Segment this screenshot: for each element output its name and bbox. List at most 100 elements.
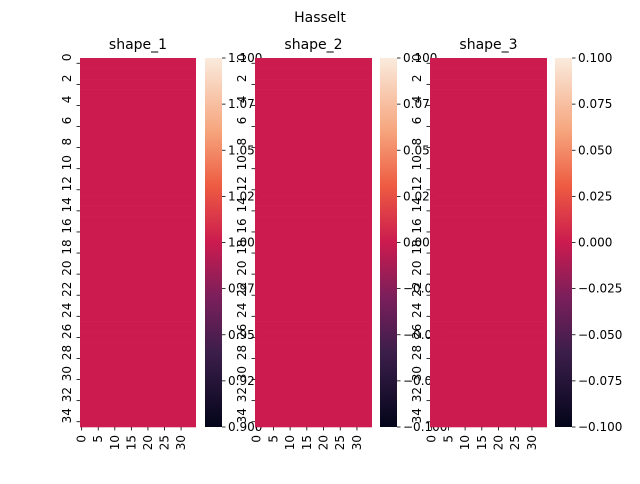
panel-2-y-tick-label: 22: [235, 282, 249, 297]
panel-1-heatmap-row-10: [80, 163, 196, 175]
panel-3-y-tick-label: 8: [410, 138, 424, 146]
panel-3-heatmap-row-17: [430, 237, 547, 249]
panel-3-y-tick-label: 0: [410, 53, 424, 61]
panel-1-y-tick-label: 34: [60, 408, 74, 423]
panel-1-y-tick-label: 6: [60, 117, 74, 125]
panel-2-heatmap-row-33: [255, 405, 372, 417]
panel-1-heatmap-row-25: [80, 321, 196, 333]
panel-2-y-tick-label: 28: [235, 345, 249, 360]
panel-1-heatmap-row-21: [80, 279, 196, 291]
panel-1-heatmap-row-31: [80, 384, 196, 396]
panel-2-heatmap-row-12: [255, 184, 372, 196]
panel-3-heatmap-row-26: [430, 332, 547, 343]
panel-3-heatmap-row-24: [430, 311, 547, 322]
panel-3-y-tick-label: 24: [410, 303, 424, 318]
panel-1-y-tick-label: 12: [60, 176, 74, 191]
panel-3-heatmap-row-13: [430, 195, 547, 206]
panel-3-heatmap-row-18: [430, 247, 547, 259]
panel-3-heatmap-row-14: [430, 205, 547, 217]
panel-3-colorbar-tick-label: −0.050: [578, 328, 622, 342]
panel-1-colorbar-tick-label: 1.025: [228, 189, 262, 203]
panel-1-heatmap-row-2: [80, 79, 196, 90]
panel-2-heatmap-row-16: [255, 226, 372, 238]
panel-1-y-tick-label: 30: [60, 366, 74, 381]
panel-2-y-tick-label: 30: [235, 366, 249, 381]
panel-2-y-tick-label: 16: [235, 218, 249, 233]
panel-3-x-tick-label: 10: [458, 435, 472, 450]
panel-2-heatmap-row-29: [255, 363, 372, 375]
panel-1-heatmap-row-23: [80, 300, 196, 312]
panel-2-heatmap-row-11: [255, 173, 372, 185]
panel-1-heatmap-row-7: [80, 131, 196, 143]
panel-2-title: shape_2: [284, 37, 342, 53]
panel-2-y-tick-label: 2: [235, 75, 249, 83]
figure-suptitle: Hasselt: [294, 10, 346, 26]
panel-3-heatmap-row-0: [430, 58, 547, 69]
panel-1-heatmap-row-4: [80, 100, 196, 112]
panel-2-y-tick-label: 34: [235, 408, 249, 423]
panel-2-x-tick-label: 15: [300, 435, 314, 450]
panel-2-x-tick-label: 25: [333, 435, 347, 450]
panel-2-x-tick-label: 5: [266, 435, 280, 443]
panel-1-heatmap-row-9: [80, 152, 196, 164]
panel-2-heatmap-row-2: [255, 79, 372, 90]
panel-1-y-tick-label: 20: [60, 260, 74, 275]
panel-1-heatmap-row-32: [80, 395, 196, 407]
panel-3-heatmap-row-8: [430, 142, 547, 154]
panel-3-x-tick-label: 20: [492, 435, 506, 450]
panel-2-heatmap-row-23: [255, 300, 372, 312]
panel-1-colorbar-tick-label: 1.075: [228, 97, 262, 111]
panel-1-heatmap-row-15: [80, 216, 196, 227]
panel-2-heatmap-row-25: [255, 321, 372, 333]
panel-3-heatmap-row-10: [430, 163, 547, 175]
panel-2-y-tick-label: 18: [235, 239, 249, 254]
panel-1-y-tick-label: 24: [60, 303, 74, 318]
panel-1-y-tick-label: 18: [60, 239, 74, 254]
panel-1-heatmap-row-19: [80, 258, 196, 270]
panel-1-heatmap-row-3: [80, 89, 196, 101]
panel-3-heatmap-row-7: [430, 131, 547, 143]
panel-1-colorbar-tick-label: 0.975: [228, 282, 262, 296]
panel-2-colorbar-tick-label: 0.025: [403, 189, 437, 203]
panel-3-title: shape_3: [459, 37, 517, 53]
panel-2-heatmap-row-26: [255, 332, 372, 343]
panel-2-y-tick-label: 8: [235, 138, 249, 146]
panel-2-x-tick-label: 10: [283, 435, 297, 450]
panel-3-heatmap-row-28: [430, 353, 547, 365]
panel-1-heatmap-row-34: [80, 416, 196, 428]
panel-3-heatmap-row-3: [430, 89, 547, 101]
panel-1-colorbar-tick-label: 0.900: [228, 420, 262, 434]
panel-3-colorbar-tick-label: 0.050: [578, 143, 612, 157]
panel-1-x-tick-label: 0: [75, 435, 89, 443]
panel-2-heatmap-row-1: [255, 68, 372, 80]
panel-2-heatmap-row-3: [255, 89, 372, 101]
panel-3-y-tick-label: 22: [410, 282, 424, 297]
panel-3-heatmap-row-11: [430, 173, 547, 185]
panel-1-heatmap-row-29: [80, 363, 196, 375]
panel-1-heatmap-row-30: [80, 374, 196, 386]
panel-2-heatmap-row-17: [255, 237, 372, 249]
panel-3-y-tick-label: 12: [410, 176, 424, 191]
panel-3-y-tick-label: 2: [410, 75, 424, 83]
panel-1-heatmap-row-20: [80, 268, 196, 280]
panel-1-x-tick-label: 30: [174, 435, 188, 450]
panel-2-heatmap-row-7: [255, 131, 372, 143]
panel-3-colorbar-tick-label: 0.075: [578, 97, 612, 111]
panel-1-x-tick-label: 10: [108, 435, 122, 450]
panel-1-y-tick-label: 8: [60, 138, 74, 146]
panel-2-y-tick-label: 10: [235, 155, 249, 170]
panel-1-heatmap-row-1: [80, 68, 196, 80]
panel-1-heatmap-row-16: [80, 226, 196, 238]
panel-2-x-tick-label: 0: [250, 435, 264, 443]
panel-2-heatmap-row-34: [255, 416, 372, 428]
panel-1-y-tick-label: 26: [60, 324, 74, 339]
panel-3-colorbar-tick-label: 0.100: [578, 51, 612, 65]
panel-3-x-tick-label: 5: [441, 435, 455, 443]
panel-2-heatmap-row-4: [255, 100, 372, 112]
panel-3-y-tick-label: 4: [410, 96, 424, 104]
panel-3-x-tick-label: 25: [508, 435, 522, 450]
panel-2-y-tick-label: 20: [235, 260, 249, 275]
panel-1-heatmap-row-11: [80, 173, 196, 185]
panel-2-x-tick-label: 20: [317, 435, 331, 450]
panel-2-heatmap-row-10: [255, 163, 372, 175]
